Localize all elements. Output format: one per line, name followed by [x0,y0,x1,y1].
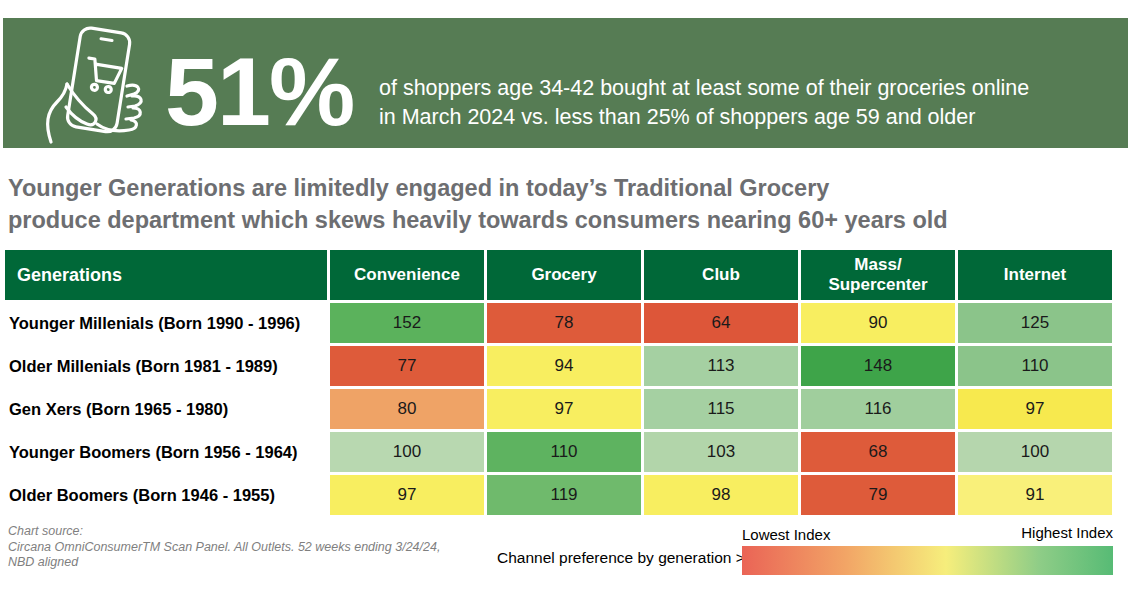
infographic: 51% of shoppers age 34-42 bought at leas… [0,0,1131,601]
legend-caption: Channel preference by generation > [497,549,745,567]
stat-banner: 51% of shoppers age 34-42 bought at leas… [3,18,1128,148]
heatmap-cell: 94 [487,346,641,386]
row-label: Younger Millenials (Born 1990 - 1996) [5,303,327,343]
heatmap-cell: 98 [644,475,798,515]
row-label: Younger Boomers (Born 1956 - 1964) [5,432,327,472]
heatmap-cell: 110 [487,432,641,472]
heatmap-cell: 97 [330,475,484,515]
row-label: Gen Xers (Born 1965 - 1980) [5,389,327,429]
heatmap-cell: 113 [644,346,798,386]
stat-value: 51% [165,38,353,146]
heatmap-cell: 91 [958,475,1112,515]
row-label: Older Boomers (Born 1946 - 1955) [5,475,327,515]
column-header-internet: Internet [958,250,1112,300]
column-header-grocery: Grocery [487,250,641,300]
row-label: Older Millenials (Born 1981 - 1989) [5,346,327,386]
heatmap-cell: 152 [330,303,484,343]
heatmap-cell: 64 [644,303,798,343]
heatmap-cell: 148 [801,346,955,386]
index-gradient-bar [742,546,1113,575]
heatmap-cell: 97 [958,389,1112,429]
heatmap-cell: 110 [958,346,1112,386]
legend-highest-label: Highest Index [742,524,1113,541]
heatmap-cell: 115 [644,389,798,429]
column-header-generations: Generations [5,250,327,300]
heatmap-cell: 103 [644,432,798,472]
column-header-convenience: Convenience [330,250,484,300]
heatmap-cell: 68 [801,432,955,472]
hand-holding-phone-shopping-cart-icon [39,24,159,146]
heatmap-cell: 116 [801,389,955,429]
heatmap-cell: 100 [958,432,1112,472]
heatmap-cell: 125 [958,303,1112,343]
heatmap-cell: 97 [487,389,641,429]
heatmap-cell: 100 [330,432,484,472]
stat-description: of shoppers age 34-42 bought at least so… [379,74,1109,132]
column-header-mass-supercenter: Mass/ Supercenter [801,250,955,300]
column-header-club: Club [644,250,798,300]
heatmap-cell: 90 [801,303,955,343]
chart-source-note: Chart source: Circana OmniConsumerTM Sca… [8,524,440,571]
heatmap-cell: 80 [330,389,484,429]
heatmap-cell: 79 [801,475,955,515]
page-title: Younger Generations are limitedly engage… [8,172,1108,236]
heatmap-cell: 78 [487,303,641,343]
heatmap-table: Generations Convenience Grocery Club Mas… [5,250,1112,515]
heatmap-cell: 77 [330,346,484,386]
heatmap-cell: 119 [487,475,641,515]
